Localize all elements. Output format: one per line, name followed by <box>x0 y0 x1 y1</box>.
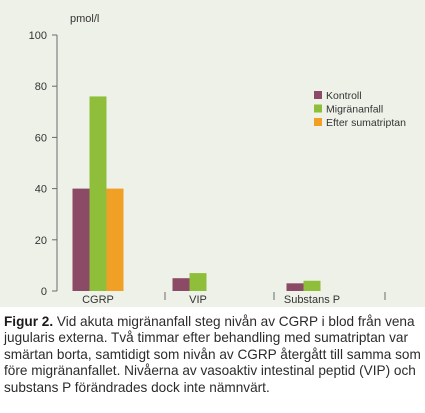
caption-text: Vid akuta migränanfall steg nivån av CGR… <box>4 314 421 395</box>
y-tick-label: 80 <box>35 81 47 93</box>
legend-label: Migränanfall <box>326 104 383 116</box>
legend-swatch <box>314 91 322 99</box>
caption-label: Figur 2. <box>4 314 54 329</box>
x-tick-label: VIP <box>189 294 207 306</box>
y-tick-label: 20 <box>35 235 47 247</box>
x-tick-label: Substans P <box>284 294 340 306</box>
figure-caption: Figur 2. Vid akuta migränanfall steg niv… <box>4 314 422 396</box>
y-tick-label: 40 <box>35 184 47 196</box>
y-tick-label: 100 <box>29 30 47 42</box>
x-tick-label: CGRP <box>82 294 114 306</box>
legend-label: Kontroll <box>326 90 362 102</box>
legend-swatch <box>314 104 322 113</box>
y-axis-label: pmol/l <box>70 13 99 25</box>
y-tick-label: 0 <box>41 286 47 298</box>
bar-migr-nanfall-cgrp <box>89 96 107 291</box>
y-tick-label: 60 <box>35 132 47 144</box>
chart-panel: pmol/l 0 20 40 60 80 100 CGRP VIP Substans P Kontr… <box>0 0 425 307</box>
legend-swatch <box>314 118 322 126</box>
bar-migr-nanfall-substans-p <box>303 280 321 291</box>
bar-kontroll-vip <box>172 278 190 291</box>
bar-efter-sumatriptan-cgrp <box>106 188 124 291</box>
bar-kontroll-cgrp <box>72 188 90 291</box>
bar-migr-nanfall-vip <box>189 273 207 291</box>
bar-chart: pmol/l 0 20 40 60 80 100 CGRP VIP Substans P Kontr… <box>29 13 406 306</box>
legend-label: Efter sumatriptan <box>326 117 406 129</box>
bar-kontroll-substans-p <box>286 283 304 291</box>
